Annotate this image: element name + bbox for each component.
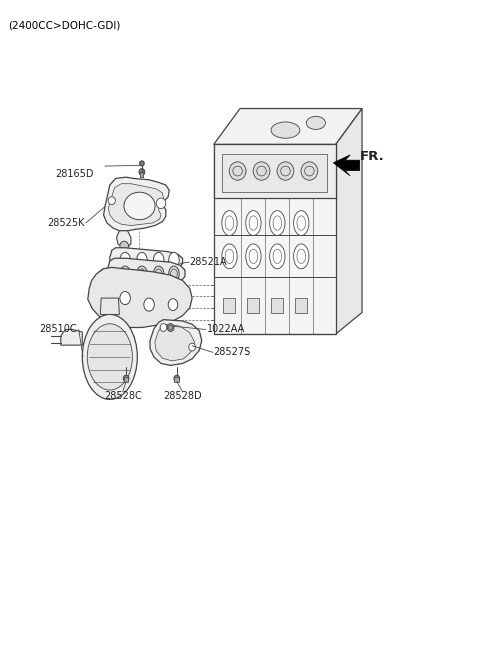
Ellipse shape [140, 161, 144, 166]
Ellipse shape [137, 266, 147, 282]
Ellipse shape [137, 252, 147, 268]
Polygon shape [150, 320, 202, 365]
Polygon shape [271, 299, 283, 313]
Polygon shape [107, 258, 185, 288]
Text: 28528C: 28528C [104, 391, 142, 401]
Polygon shape [247, 299, 259, 313]
Text: 1022AA: 1022AA [206, 324, 245, 335]
Polygon shape [104, 177, 169, 231]
Polygon shape [117, 231, 131, 248]
Ellipse shape [270, 244, 285, 269]
Polygon shape [214, 145, 336, 334]
Text: 28525K: 28525K [47, 218, 84, 228]
Polygon shape [124, 377, 129, 382]
Ellipse shape [120, 241, 129, 250]
Ellipse shape [120, 266, 131, 282]
Polygon shape [174, 377, 179, 382]
Ellipse shape [294, 244, 309, 269]
Ellipse shape [189, 343, 195, 351]
Ellipse shape [253, 162, 270, 180]
Text: FR.: FR. [360, 150, 384, 162]
Polygon shape [61, 329, 82, 345]
Ellipse shape [159, 324, 167, 333]
Polygon shape [222, 154, 327, 192]
Polygon shape [214, 109, 362, 145]
Ellipse shape [87, 324, 132, 390]
Text: (2400CC>DOHC-GDI): (2400CC>DOHC-GDI) [8, 20, 120, 30]
Ellipse shape [229, 162, 246, 180]
Ellipse shape [123, 375, 129, 382]
Ellipse shape [144, 298, 155, 311]
Polygon shape [88, 267, 192, 328]
Polygon shape [91, 269, 110, 293]
Ellipse shape [222, 244, 237, 269]
Ellipse shape [82, 314, 137, 400]
Ellipse shape [246, 211, 261, 235]
Ellipse shape [154, 252, 164, 268]
Ellipse shape [168, 252, 179, 268]
Polygon shape [110, 248, 182, 272]
Polygon shape [224, 299, 236, 313]
Text: 28165D: 28165D [56, 169, 94, 179]
Ellipse shape [120, 252, 131, 268]
Polygon shape [295, 299, 307, 313]
Ellipse shape [120, 291, 131, 305]
Ellipse shape [168, 299, 178, 310]
Ellipse shape [301, 162, 318, 180]
Polygon shape [333, 155, 360, 176]
Ellipse shape [160, 324, 167, 331]
Ellipse shape [139, 169, 145, 175]
Ellipse shape [270, 211, 285, 235]
Ellipse shape [108, 196, 115, 204]
Polygon shape [214, 145, 336, 198]
Ellipse shape [156, 198, 166, 208]
Ellipse shape [306, 117, 325, 130]
Ellipse shape [277, 162, 294, 180]
Polygon shape [155, 324, 194, 361]
Polygon shape [100, 298, 120, 314]
Ellipse shape [246, 244, 261, 269]
Text: 28510C: 28510C [40, 324, 77, 335]
Polygon shape [141, 172, 144, 177]
Text: 28527S: 28527S [214, 347, 251, 358]
Ellipse shape [294, 211, 309, 235]
Ellipse shape [174, 375, 180, 382]
Polygon shape [336, 109, 362, 334]
Ellipse shape [168, 266, 179, 282]
Ellipse shape [271, 122, 300, 138]
Ellipse shape [167, 324, 174, 331]
Ellipse shape [154, 266, 164, 282]
Text: 28521A: 28521A [190, 257, 228, 267]
Ellipse shape [124, 192, 155, 219]
Text: 28528D: 28528D [163, 391, 202, 401]
Ellipse shape [222, 211, 237, 235]
Polygon shape [108, 183, 163, 225]
